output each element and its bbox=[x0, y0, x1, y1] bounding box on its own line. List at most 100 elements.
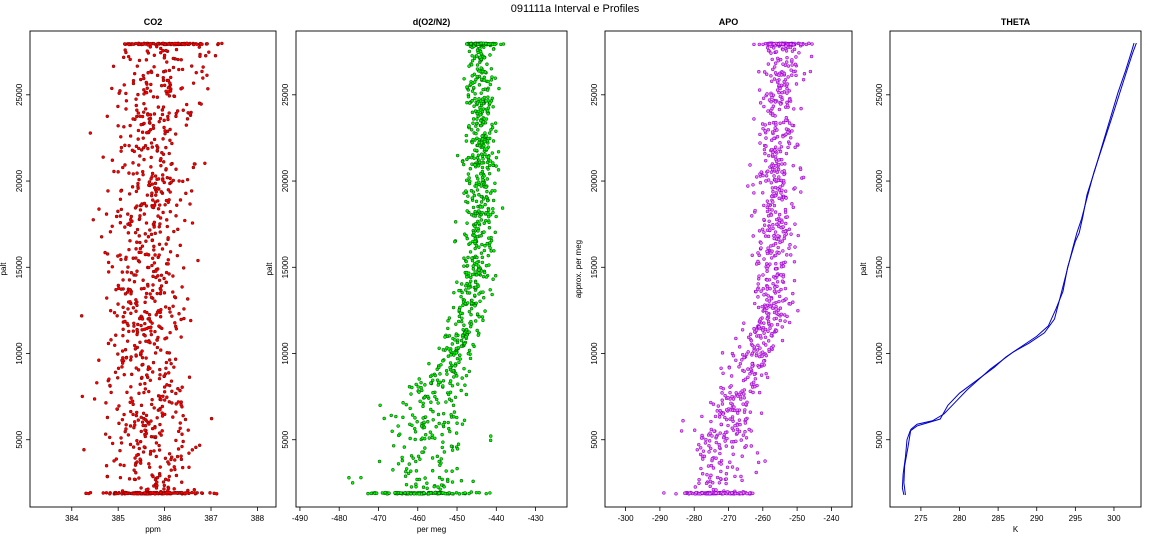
data-point bbox=[486, 95, 490, 99]
data-point bbox=[719, 462, 723, 466]
data-point bbox=[144, 339, 148, 343]
data-point bbox=[468, 356, 473, 361]
data-point bbox=[152, 244, 156, 249]
data-point bbox=[422, 425, 427, 430]
data-point bbox=[88, 491, 93, 495]
data-point bbox=[144, 221, 149, 225]
data-point bbox=[770, 167, 775, 172]
data-point bbox=[139, 351, 143, 355]
data-point bbox=[753, 384, 757, 389]
data-point bbox=[742, 369, 746, 373]
data-point bbox=[442, 485, 446, 489]
data-point bbox=[706, 464, 711, 468]
data-point bbox=[473, 246, 477, 251]
data-point bbox=[772, 301, 776, 306]
data-point bbox=[779, 145, 784, 149]
data-point bbox=[162, 487, 166, 491]
data-point bbox=[773, 100, 778, 104]
data-point bbox=[139, 323, 143, 328]
data-point bbox=[787, 121, 792, 125]
data-point bbox=[757, 42, 762, 47]
data-point bbox=[137, 42, 141, 47]
data-point bbox=[731, 452, 735, 456]
data-point bbox=[748, 389, 752, 393]
data-point bbox=[755, 451, 760, 455]
data-point bbox=[120, 365, 124, 369]
data-point bbox=[151, 126, 156, 130]
data-point bbox=[739, 474, 743, 479]
x-axis-label: K bbox=[1013, 525, 1019, 534]
data-point bbox=[139, 403, 144, 408]
data-point bbox=[147, 117, 152, 121]
data-point bbox=[150, 191, 154, 195]
data-point bbox=[431, 409, 435, 414]
data-point bbox=[766, 214, 771, 218]
data-point bbox=[475, 63, 480, 67]
x-tick-label: 275 bbox=[914, 514, 928, 523]
data-point bbox=[752, 345, 757, 349]
data-point bbox=[136, 492, 140, 496]
data-point bbox=[465, 85, 469, 89]
data-point bbox=[453, 220, 458, 224]
data-point bbox=[437, 421, 441, 426]
data-point bbox=[465, 291, 470, 295]
data-point bbox=[174, 473, 179, 478]
data-point bbox=[197, 45, 201, 49]
data-point bbox=[101, 491, 105, 495]
data-point bbox=[144, 291, 149, 296]
data-point bbox=[429, 400, 433, 404]
data-point bbox=[123, 292, 128, 296]
data-point bbox=[205, 42, 209, 46]
data-point bbox=[764, 179, 768, 183]
data-point bbox=[464, 284, 468, 288]
data-point bbox=[701, 457, 705, 461]
data-point bbox=[779, 83, 784, 87]
data-point bbox=[481, 120, 486, 124]
data-point bbox=[199, 102, 203, 106]
data-point bbox=[784, 151, 789, 156]
data-point bbox=[437, 346, 441, 350]
data-point bbox=[462, 264, 466, 268]
data-point bbox=[159, 397, 163, 402]
data-point bbox=[406, 471, 411, 476]
data-point bbox=[488, 82, 493, 87]
data-point bbox=[471, 479, 475, 484]
data-point bbox=[160, 247, 165, 251]
data-point bbox=[162, 83, 167, 88]
data-point bbox=[84, 491, 88, 496]
plot-frame bbox=[29, 30, 277, 508]
data-point bbox=[489, 67, 494, 71]
data-point bbox=[473, 96, 477, 101]
data-point bbox=[789, 232, 793, 236]
data-point bbox=[147, 265, 151, 270]
data-point bbox=[159, 284, 164, 288]
data-point bbox=[143, 434, 147, 439]
data-point bbox=[420, 388, 424, 393]
data-point bbox=[127, 143, 131, 148]
data-point bbox=[167, 94, 172, 98]
data-point bbox=[787, 98, 792, 102]
data-point bbox=[403, 474, 408, 478]
data-point bbox=[163, 372, 168, 376]
data-point bbox=[753, 208, 757, 213]
data-point bbox=[688, 491, 692, 495]
data-point bbox=[474, 280, 478, 285]
data-point bbox=[474, 131, 478, 136]
data-point bbox=[743, 430, 747, 434]
data-point bbox=[450, 469, 454, 473]
data-point bbox=[789, 253, 793, 257]
data-point bbox=[764, 136, 768, 140]
data-point bbox=[162, 276, 166, 281]
data-point bbox=[777, 221, 781, 225]
data-point bbox=[778, 121, 782, 125]
y-tick-label: 15000 bbox=[15, 256, 24, 279]
data-point bbox=[467, 491, 471, 496]
data-point bbox=[488, 438, 493, 443]
data-point bbox=[144, 295, 148, 299]
data-point bbox=[129, 214, 133, 219]
data-point bbox=[155, 475, 160, 480]
data-point bbox=[139, 203, 144, 207]
data-point bbox=[155, 416, 159, 420]
data-point bbox=[470, 301, 474, 306]
data-point bbox=[166, 188, 171, 192]
